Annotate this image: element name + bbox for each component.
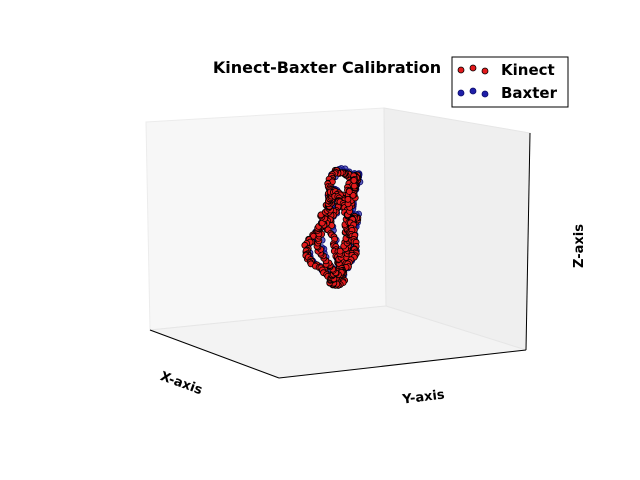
legend-marker-kinect (457, 66, 465, 74)
point-kinect (336, 247, 344, 255)
z-axis-line (525, 132, 531, 351)
legend-marker-kinect (481, 67, 489, 75)
axis-lines (149, 132, 531, 379)
legend-marker-kinect (469, 64, 477, 72)
x-axis-label: X-axis (158, 369, 204, 398)
point-kinect (344, 195, 352, 203)
legend-label-kinect: Kinect (501, 61, 555, 79)
axes-panes (145, 107, 531, 379)
chart-title: Kinect-Baxter Calibration (213, 58, 441, 77)
legend: Kinect Baxter (451, 56, 569, 108)
legend-marker-baxter (481, 90, 489, 98)
point-kinect (350, 182, 358, 190)
x-axis-line (149, 329, 280, 379)
point-kinect (350, 176, 358, 184)
legend-label-baxter: Baxter (501, 84, 558, 102)
scatter-points (301, 165, 364, 289)
z-axis-label: Z-axis (572, 224, 587, 268)
y-axis-label: Y-axis (401, 387, 446, 407)
point-kinect (345, 188, 353, 195)
legend-marker-baxter (469, 87, 477, 95)
legend-marker-baxter (457, 89, 465, 97)
legend-entry-baxter: Baxter (457, 84, 558, 102)
y-axis-line (278, 349, 527, 379)
legend-entry-kinect: Kinect (457, 61, 555, 79)
